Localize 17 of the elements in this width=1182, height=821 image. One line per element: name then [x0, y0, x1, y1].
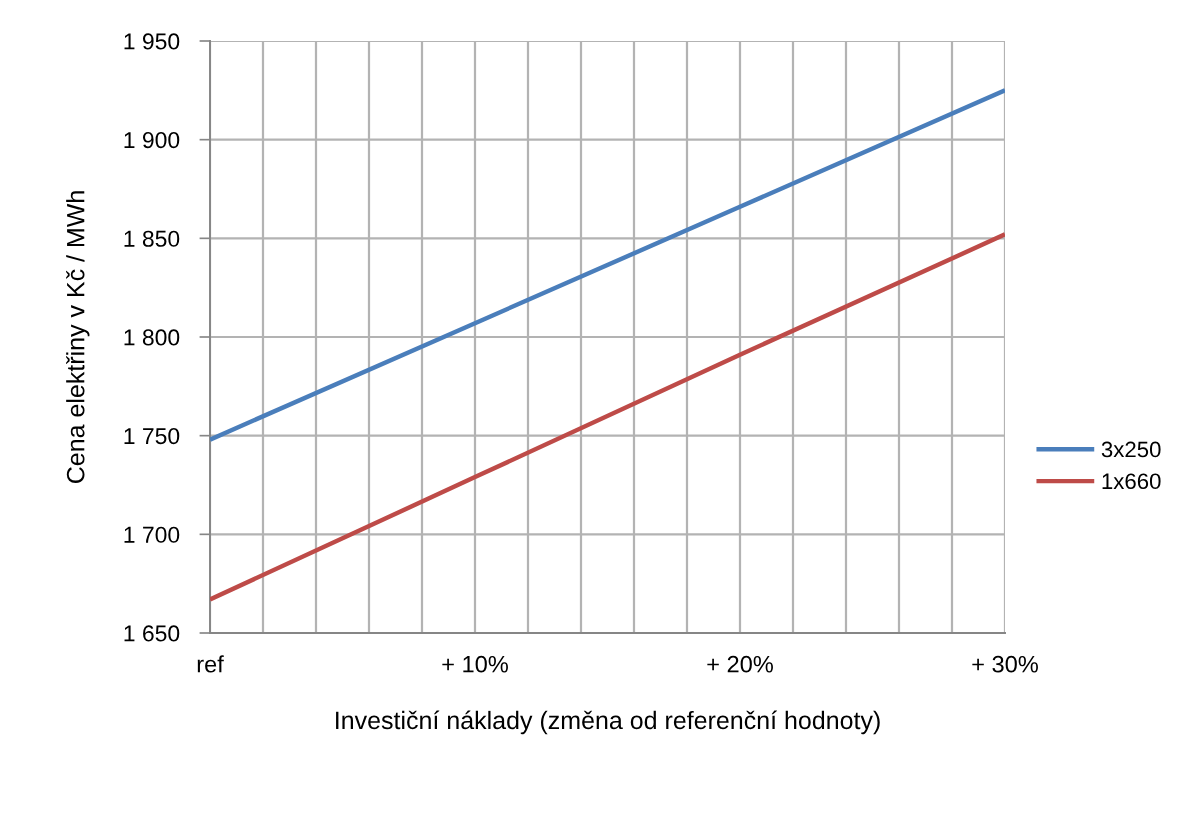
x-tick-label: + 20%: [707, 655, 773, 673]
legend-label: 3x250: [1101, 441, 1161, 458]
legend-label: 1x660: [1102, 473, 1161, 490]
y-tick-label: 1 900: [124, 131, 180, 149]
y-tick-label: 1 700: [124, 526, 180, 543]
line-series: [210, 88, 1005, 442]
x-axis-title: Investiční náklady (změna od referenční hodnoty): [336, 710, 880, 735]
y-axis-title: Cena elektřiny v Kč / MWh: [66, 191, 90, 483]
x-tick-label: ref: [197, 655, 224, 673]
x-tick-label: + 10%: [442, 655, 508, 673]
y-tick-label: 1 750: [124, 427, 180, 445]
y-tick-label: 1 850: [124, 230, 180, 247]
x-tick-label: + 30%: [972, 655, 1038, 673]
y-tick-label: 1 650: [124, 625, 180, 642]
y-tick-label: 1 800: [124, 329, 180, 346]
line-series: [210, 232, 1005, 602]
y-tick-label: 1 950: [124, 33, 180, 50]
